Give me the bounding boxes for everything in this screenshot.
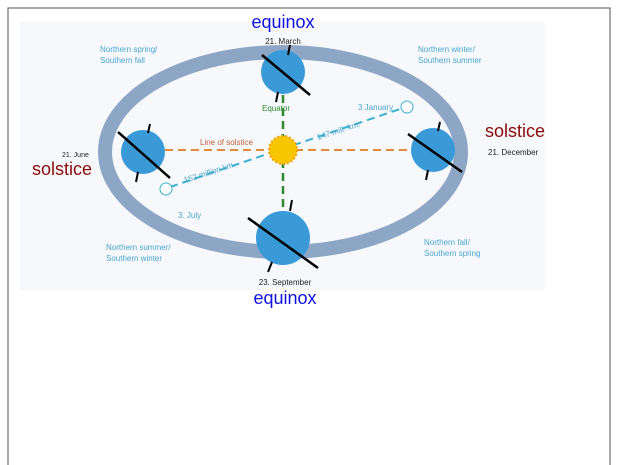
label: Southern spring	[424, 249, 480, 258]
earth-left	[117, 123, 171, 183]
earth-top	[261, 44, 311, 103]
label: 21. June	[62, 152, 89, 159]
label: 23. September	[259, 278, 312, 287]
label: Southern fall	[100, 56, 145, 65]
earth-right	[407, 121, 463, 181]
label: Northern spring/	[100, 45, 158, 54]
label: Line of solstice	[200, 138, 253, 147]
label: 3. July	[178, 211, 201, 220]
label: equinox	[253, 288, 316, 308]
label: solstice	[32, 159, 92, 179]
perihelion-marker	[159, 182, 173, 196]
label: Southern winter	[106, 254, 162, 263]
label: 3 January	[358, 103, 393, 112]
sun	[268, 135, 298, 165]
label: 21. December	[488, 148, 539, 157]
label: Southern summer	[418, 56, 482, 65]
label: 21. March	[265, 37, 301, 46]
label: solstice	[485, 121, 545, 141]
label: Northern summer/	[106, 243, 171, 252]
label: equinox	[251, 12, 314, 32]
label: Northern winter/	[418, 45, 476, 54]
label: Equator	[262, 104, 290, 113]
frame	[7, 7, 611, 465]
label: Northern fall/	[424, 238, 471, 247]
earth-bottom	[247, 199, 319, 273]
aphelion-marker	[400, 100, 414, 114]
